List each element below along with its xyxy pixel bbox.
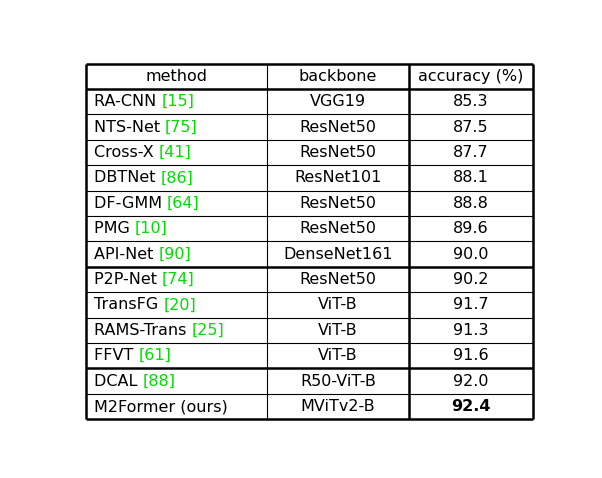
Text: MViTv2-B: MViTv2-B (300, 399, 375, 414)
Text: RA-CNN: RA-CNN (94, 94, 161, 109)
Text: [64]: [64] (167, 196, 200, 211)
Text: [15]: [15] (161, 94, 194, 109)
Text: backbone: backbone (299, 69, 377, 84)
Text: [88]: [88] (142, 374, 175, 389)
Text: DenseNet161: DenseNet161 (283, 247, 393, 261)
Text: 92.4: 92.4 (451, 399, 490, 414)
Text: 88.1: 88.1 (453, 170, 488, 185)
Text: R50-ViT-B: R50-ViT-B (300, 374, 376, 389)
Text: [41]: [41] (159, 145, 191, 160)
Text: ResNet50: ResNet50 (299, 120, 376, 134)
Text: 90.0: 90.0 (453, 247, 488, 261)
Text: DF-GMM: DF-GMM (94, 196, 167, 211)
Text: 87.7: 87.7 (453, 145, 488, 160)
Text: 91.3: 91.3 (453, 323, 488, 338)
Text: ResNet50: ResNet50 (299, 272, 376, 287)
Text: 91.6: 91.6 (453, 348, 488, 363)
Text: ResNet101: ResNet101 (294, 170, 382, 185)
Text: DCAL: DCAL (94, 374, 142, 389)
Text: 92.0: 92.0 (453, 374, 488, 389)
Text: 91.7: 91.7 (453, 297, 488, 313)
Text: ResNet50: ResNet50 (299, 145, 376, 160)
Text: [20]: [20] (163, 297, 196, 313)
Text: 85.3: 85.3 (453, 94, 488, 109)
Text: accuracy (%): accuracy (%) (418, 69, 523, 84)
Text: method: method (146, 69, 208, 84)
Text: [25]: [25] (191, 323, 224, 338)
Text: PMG: PMG (94, 221, 135, 236)
Text: M2Former (ours): M2Former (ours) (94, 399, 228, 414)
Text: DBTNet: DBTNet (94, 170, 161, 185)
Text: FFVT: FFVT (94, 348, 138, 363)
Text: TransFG: TransFG (94, 297, 163, 313)
Text: [10]: [10] (135, 221, 168, 236)
Text: 87.5: 87.5 (453, 120, 488, 134)
Text: ViT-B: ViT-B (318, 348, 358, 363)
Text: P2P-Net: P2P-Net (94, 272, 162, 287)
Text: 88.8: 88.8 (453, 196, 488, 211)
Text: [75]: [75] (165, 120, 198, 134)
Text: 90.2: 90.2 (453, 272, 488, 287)
Text: [90]: [90] (158, 247, 191, 261)
Text: ResNet50: ResNet50 (299, 221, 376, 236)
Text: ViT-B: ViT-B (318, 297, 358, 313)
Text: NTS-Net: NTS-Net (94, 120, 165, 134)
Text: ViT-B: ViT-B (318, 323, 358, 338)
Text: Cross-X: Cross-X (94, 145, 159, 160)
Text: [74]: [74] (162, 272, 194, 287)
Text: RAMS-Trans: RAMS-Trans (94, 323, 191, 338)
Text: VGG19: VGG19 (310, 94, 366, 109)
Text: ResNet50: ResNet50 (299, 196, 376, 211)
Text: API-Net: API-Net (94, 247, 158, 261)
Text: [86]: [86] (161, 170, 193, 185)
Text: [61]: [61] (138, 348, 171, 363)
Text: 89.6: 89.6 (453, 221, 488, 236)
